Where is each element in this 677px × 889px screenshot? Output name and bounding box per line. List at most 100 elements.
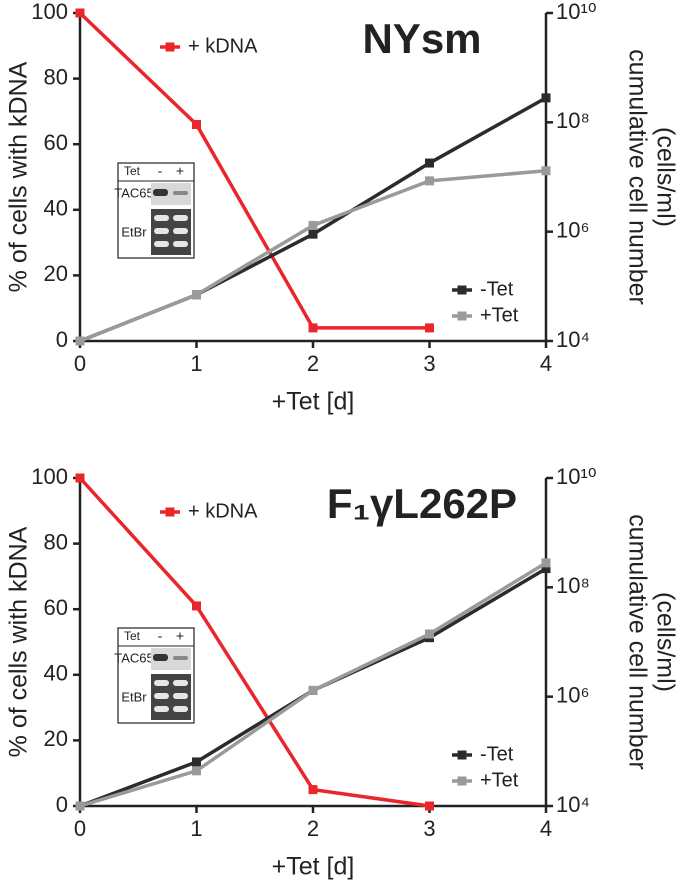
y2-tick-label: 10¹⁰ [556, 0, 597, 24]
legend-swatch [457, 311, 467, 321]
series-marker [425, 158, 434, 168]
legend-swatch [457, 750, 467, 760]
y-tick-label: 80 [44, 529, 68, 554]
gel-tac65 [151, 648, 191, 670]
series-marker [192, 766, 201, 776]
y2-axis-label: cumulative cell number [623, 514, 651, 770]
y-tick-label: 0 [56, 792, 68, 817]
y2-tick-label: 10⁴ [556, 792, 590, 817]
inset-row: TAC65 [114, 185, 154, 200]
gel-band [154, 241, 169, 247]
inset-row: TAC65 [114, 650, 154, 665]
gel-tac65 [151, 183, 191, 205]
y-tick-label: 100 [31, 0, 68, 24]
legend-label: + kDNA [188, 500, 258, 522]
legend-swatch [165, 507, 175, 517]
inset-header: Tet [124, 164, 141, 178]
gel-band [173, 191, 188, 195]
series-marker [75, 801, 85, 811]
x-tick-label: 0 [74, 816, 86, 841]
series-marker [308, 220, 318, 230]
x-tick-label: 2 [307, 816, 319, 841]
inset-lane: + [176, 163, 184, 179]
x-tick-label: 2 [307, 351, 319, 376]
series-line [78, 11, 430, 330]
y2-tick-label: 10⁸ [556, 108, 590, 133]
gel-band [173, 228, 188, 234]
series-marker [75, 8, 85, 18]
inset-row: EtBr [121, 689, 147, 704]
x-tick-label: 4 [540, 816, 552, 841]
x-axis-label: +Tet [d] [272, 853, 355, 881]
series-marker [425, 629, 434, 639]
gel-band [173, 693, 188, 699]
legend-swatch [165, 42, 175, 52]
legend-label: +Tet [480, 769, 519, 791]
series-marker [541, 564, 551, 574]
y-tick-label: 60 [44, 595, 68, 620]
series-marker [192, 120, 201, 130]
series-marker [425, 801, 434, 811]
y-tick-label: 20 [44, 726, 68, 751]
gel-band [173, 656, 188, 660]
gel-band [173, 706, 188, 712]
series-line [78, 476, 430, 808]
x-tick-label: 3 [423, 351, 435, 376]
chart-title: F₁γL262P [327, 480, 517, 527]
x-tick-label: 1 [190, 351, 202, 376]
series-marker [308, 229, 318, 239]
series-marker [75, 473, 85, 483]
series-marker [541, 93, 551, 103]
legend-label: -Tet [480, 278, 514, 300]
inset: Tet - + TAC65 EtBr [114, 162, 195, 259]
y2-tick-label: 10⁶ [556, 217, 590, 242]
inset: Tet - + TAC65 EtBr [114, 627, 195, 724]
series-marker [308, 685, 318, 695]
y2-tick-label: 10⁶ [556, 682, 590, 707]
series-marker [425, 176, 434, 186]
legend-label: + kDNA [188, 35, 258, 57]
legend-label: -Tet [480, 743, 514, 765]
legend-label: +Tet [480, 304, 519, 326]
inset-lane: - [158, 628, 163, 644]
y-tick-label: 60 [44, 130, 68, 155]
inset-row: EtBr [121, 224, 147, 239]
gel-band [153, 654, 168, 661]
chart-title: NYsm [362, 15, 481, 62]
x-tick-label: 0 [74, 351, 86, 376]
y2-tick-label: 10⁸ [556, 573, 590, 598]
y2-axis-label: cumulative cell number [623, 49, 651, 305]
legend-swatch [457, 776, 467, 786]
series-marker [541, 558, 551, 568]
x-tick-label: 3 [423, 816, 435, 841]
series-marker [541, 166, 551, 176]
legend-swatch [457, 285, 467, 295]
y-tick-label: 20 [44, 261, 68, 286]
gel-band [154, 680, 169, 686]
gel-band [154, 215, 169, 221]
gel-band [173, 241, 188, 247]
y2-tick-label: 10¹⁰ [556, 464, 597, 489]
x-tick-label: 4 [540, 351, 552, 376]
series-marker [425, 323, 434, 333]
y-tick-label: 80 [44, 64, 68, 89]
gel-band [154, 706, 169, 712]
series-marker [192, 757, 201, 767]
y-tick-label: 40 [44, 196, 68, 221]
gel-band [173, 680, 188, 686]
series-marker [308, 323, 318, 333]
y2-axis-label: (cells/ml) [651, 127, 677, 227]
inset-header: Tet [124, 629, 141, 643]
y2-axis-label: (cells/ml) [651, 592, 677, 692]
x-tick-label: 1 [190, 816, 202, 841]
gel-band [154, 228, 169, 234]
y-axis-label: % of cells with kDNA [5, 61, 33, 292]
x-axis-label: +Tet [d] [272, 388, 355, 416]
y-tick-label: 0 [56, 327, 68, 352]
series-marker [192, 290, 201, 300]
series-marker [75, 336, 85, 346]
gel-band [154, 693, 169, 699]
y-axis-label: % of cells with kDNA [5, 526, 33, 757]
